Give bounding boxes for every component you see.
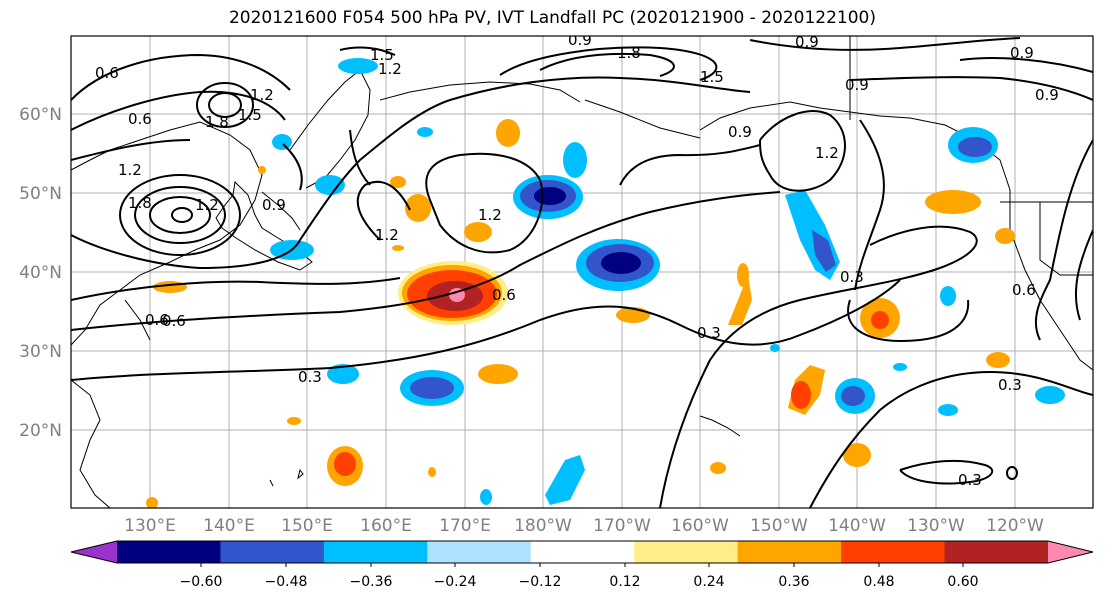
lon-tick-label: 170°E <box>439 516 491 536</box>
lat-tick-label: 40°N <box>19 263 62 283</box>
contour-label: 1.2 <box>195 196 219 214</box>
contour-label: 0.9 <box>1010 44 1034 62</box>
colorbar-tick-label: −0.12 <box>519 574 562 590</box>
contour-label: 0.9 <box>262 196 286 214</box>
colorbar-segment <box>220 541 325 563</box>
contour-label: 0.9 <box>845 76 869 94</box>
colorbar <box>70 540 1094 567</box>
colorbar-segment <box>737 541 842 563</box>
colorbar-tick-label: 0.48 <box>863 574 894 590</box>
lon-tick-label: 130°E <box>124 516 176 536</box>
contour-label: 1.5 <box>700 68 724 86</box>
contour-label: 0.9 <box>1035 86 1059 104</box>
contour-label: 0.9 <box>795 33 819 51</box>
contour-label: 0.9 <box>568 31 592 49</box>
lon-tick-label: 140°W <box>828 516 886 536</box>
contour-label: 0.3 <box>697 324 721 342</box>
contour-label: 1.2 <box>250 86 274 104</box>
lon-tick-label: 140°E <box>203 516 255 536</box>
colorbar-segment <box>530 541 635 563</box>
contour-label: 1.5 <box>370 46 394 64</box>
contour-label: 1.5 <box>238 106 262 124</box>
lon-tick-label: 160°W <box>671 516 729 536</box>
lat-tick-label: 30°N <box>19 342 62 362</box>
colorbar-segment <box>427 541 532 563</box>
contour-labels: 1.5 1.2 0.9 1.8 0.9 1.5 0.9 0.9 0.6 1.8 … <box>95 31 1059 489</box>
colorbar-segment <box>634 541 739 563</box>
colorbar-outline <box>70 540 1094 564</box>
contour-label: 1.2 <box>478 206 502 224</box>
colorbar-tick-label: 0.24 <box>693 574 724 590</box>
pv-shading <box>146 58 1065 508</box>
contour-label: 0.3 <box>298 368 322 386</box>
contour-label: 1.2 <box>118 161 142 179</box>
colorbar-extend-min <box>71 541 117 563</box>
contour-label: 0.6 <box>95 64 119 82</box>
lon-tick-label: 150°W <box>750 516 808 536</box>
map-title: 2020121600 F054 500 hPa PV, IVT Landfall… <box>228 8 876 28</box>
contour-label: 1.8 <box>128 194 152 212</box>
colorbar-tick-label: 0.60 <box>947 574 978 590</box>
lon-tick-label: 130°W <box>907 516 965 536</box>
contour-label: 0.6 <box>1012 281 1036 299</box>
contour-label: 0.6 <box>145 311 169 329</box>
contour-label: 1.2 <box>378 60 402 78</box>
contour-label: 0.3 <box>840 268 864 286</box>
contour-label: 0.6 <box>128 110 152 128</box>
colorbar-extend-max <box>1048 541 1093 563</box>
pv-contours <box>71 37 1093 508</box>
colorbar-tick-label: −0.36 <box>350 574 393 590</box>
contour-label: 1.2 <box>815 144 839 162</box>
colorbar-segment <box>323 541 428 563</box>
coastlines <box>71 36 1093 508</box>
colorbar-labels: −0.60 −0.48 −0.36 −0.24 −0.12 0.12 0.24 … <box>180 574 979 590</box>
lon-tick-label: 150°E <box>281 516 333 536</box>
colorbar-tick-label: −0.60 <box>180 574 223 590</box>
lon-tick-label: 160°E <box>360 516 412 536</box>
colorbar-tick-label: −0.48 <box>265 574 308 590</box>
map-frame <box>70 35 1094 509</box>
contour-label: 1.8 <box>205 113 229 131</box>
colorbar-tick-label: 0.36 <box>778 574 809 590</box>
lon-tick-label: 170°W <box>593 516 651 536</box>
colorbar-segment <box>944 541 1049 563</box>
lat-tick-label: 20°N <box>19 421 62 441</box>
lat-tick-label: 60°N <box>19 105 62 125</box>
contour-label: 0.3 <box>998 376 1022 394</box>
lon-tick-label: 180°W <box>514 516 572 536</box>
contour-label: 0.3 <box>958 471 982 489</box>
lat-tick-label: 50°N <box>19 184 62 204</box>
contour-label: 0.9 <box>728 123 752 141</box>
colorbar-tick-label: −0.24 <box>434 574 477 590</box>
lon-tick-label: 120°W <box>986 516 1044 536</box>
colorbar-segment <box>117 541 221 563</box>
latitude-labels: 60°N 50°N 40°N 30°N 20°N <box>19 105 62 441</box>
longitude-labels: 130°E 140°E 150°E 160°E 170°E 180°W 170°… <box>124 516 1044 536</box>
contour-label: 0.6 <box>162 312 186 330</box>
contour-label: 1.2 <box>375 226 399 244</box>
contour-label: 1.8 <box>617 44 641 62</box>
colorbar-tick-label: 0.12 <box>609 574 640 590</box>
colorbar-segment <box>841 541 946 563</box>
contour-label: 0.6 <box>492 286 516 304</box>
